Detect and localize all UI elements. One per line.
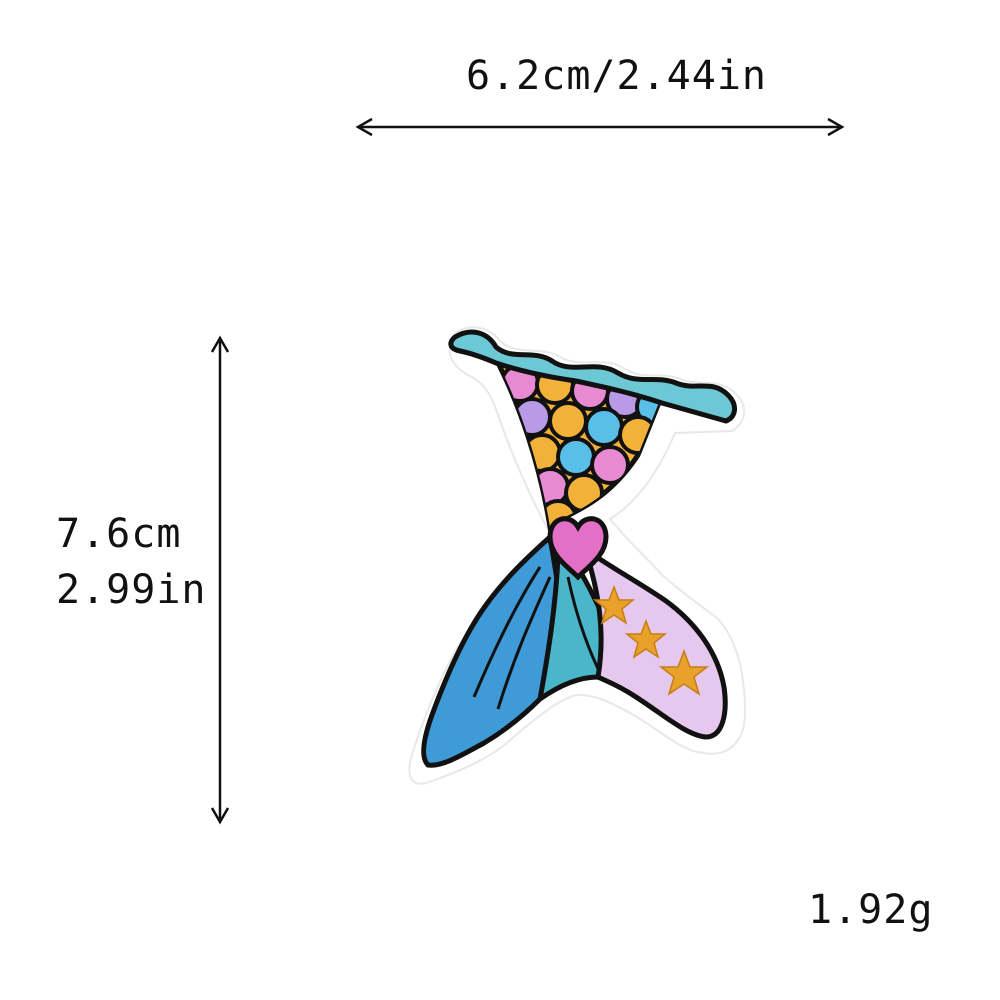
width-dimension-label: 6.2cm/2.44in	[466, 53, 767, 99]
mermaid-tail-patch-icon	[408, 326, 747, 785]
height-cm-label: 7.6cm	[56, 511, 182, 557]
width-arrow-icon	[355, 117, 845, 137]
weight-label: 1.92g	[808, 887, 934, 933]
height-arrow-icon	[210, 335, 230, 825]
height-in-label: 2.99in	[56, 567, 207, 613]
